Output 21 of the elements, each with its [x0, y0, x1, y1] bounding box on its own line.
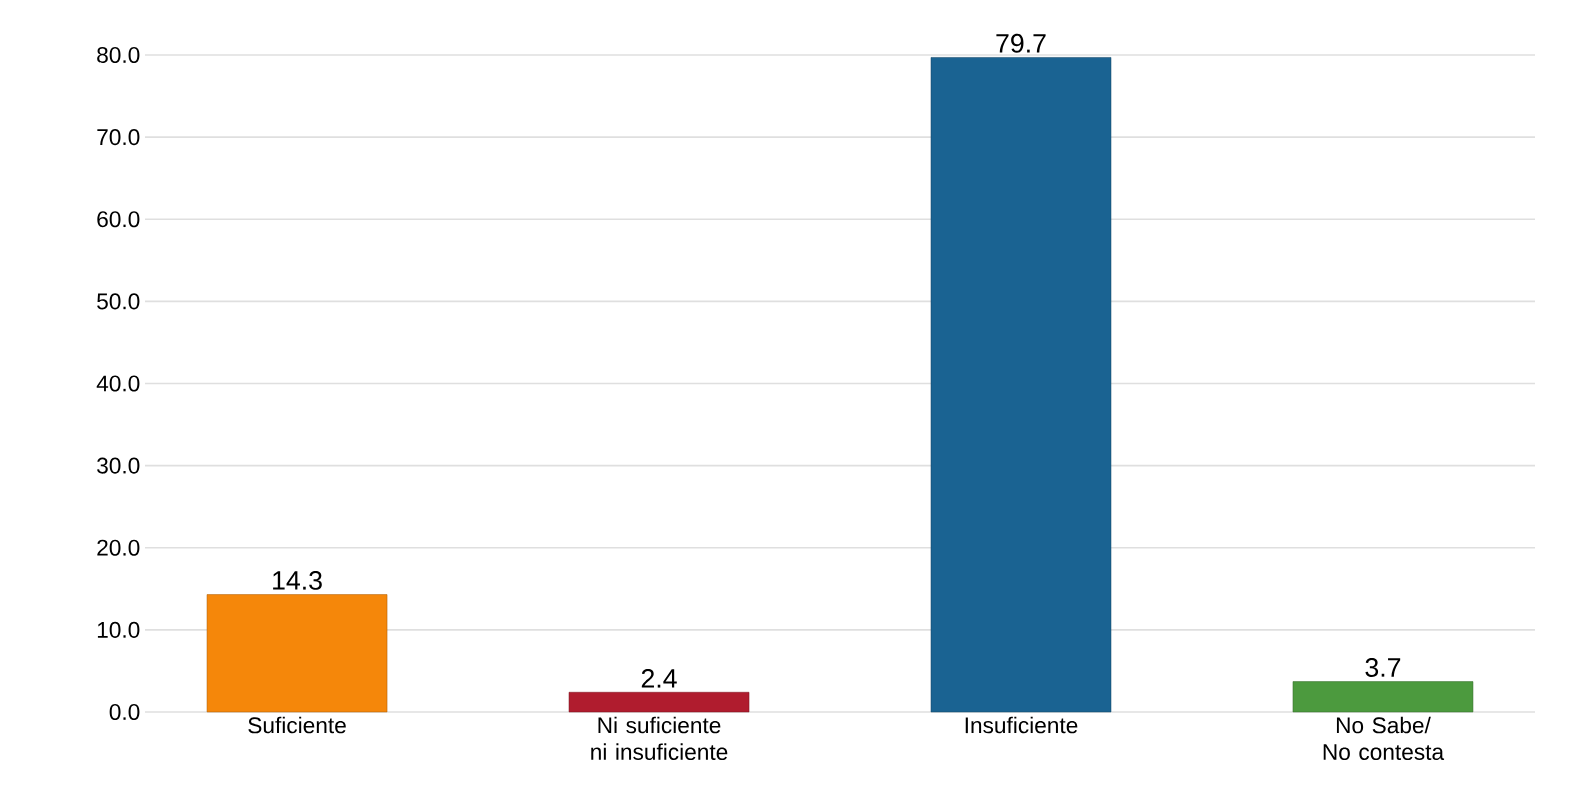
x-tick-label: Insuficiente [965, 716, 1078, 734]
y-tick-label: 40.0 [96, 375, 140, 392]
y-tick-label: 50.0 [97, 293, 140, 310]
data-label: 2.4 [641, 668, 677, 688]
y-tick-label: 60.0 [97, 211, 140, 228]
data-label: 79.7 [996, 33, 1046, 53]
y-tick-label: 80.0 [97, 46, 140, 64]
data-label: 14.3 [273, 570, 322, 590]
bar [1292, 681, 1474, 713]
bar [206, 594, 388, 713]
bar [930, 57, 1112, 713]
x-tick-label: Ni suficiente ni insuficiente [591, 716, 728, 761]
x-tick-label: No Sabe/ No contesta [1323, 716, 1445, 761]
y-tick-label: 10.0 [97, 621, 140, 638]
bar [568, 692, 750, 713]
data-label: 3.7 [1365, 658, 1401, 677]
y-tick-label: 70.0 [97, 129, 140, 146]
x-tick-label: Suficiente [248, 716, 346, 734]
y-tick-label: 0.0 [109, 703, 140, 721]
y-tick-label: 30.0 [97, 457, 140, 474]
y-tick-label: 20.0 [97, 539, 140, 556]
